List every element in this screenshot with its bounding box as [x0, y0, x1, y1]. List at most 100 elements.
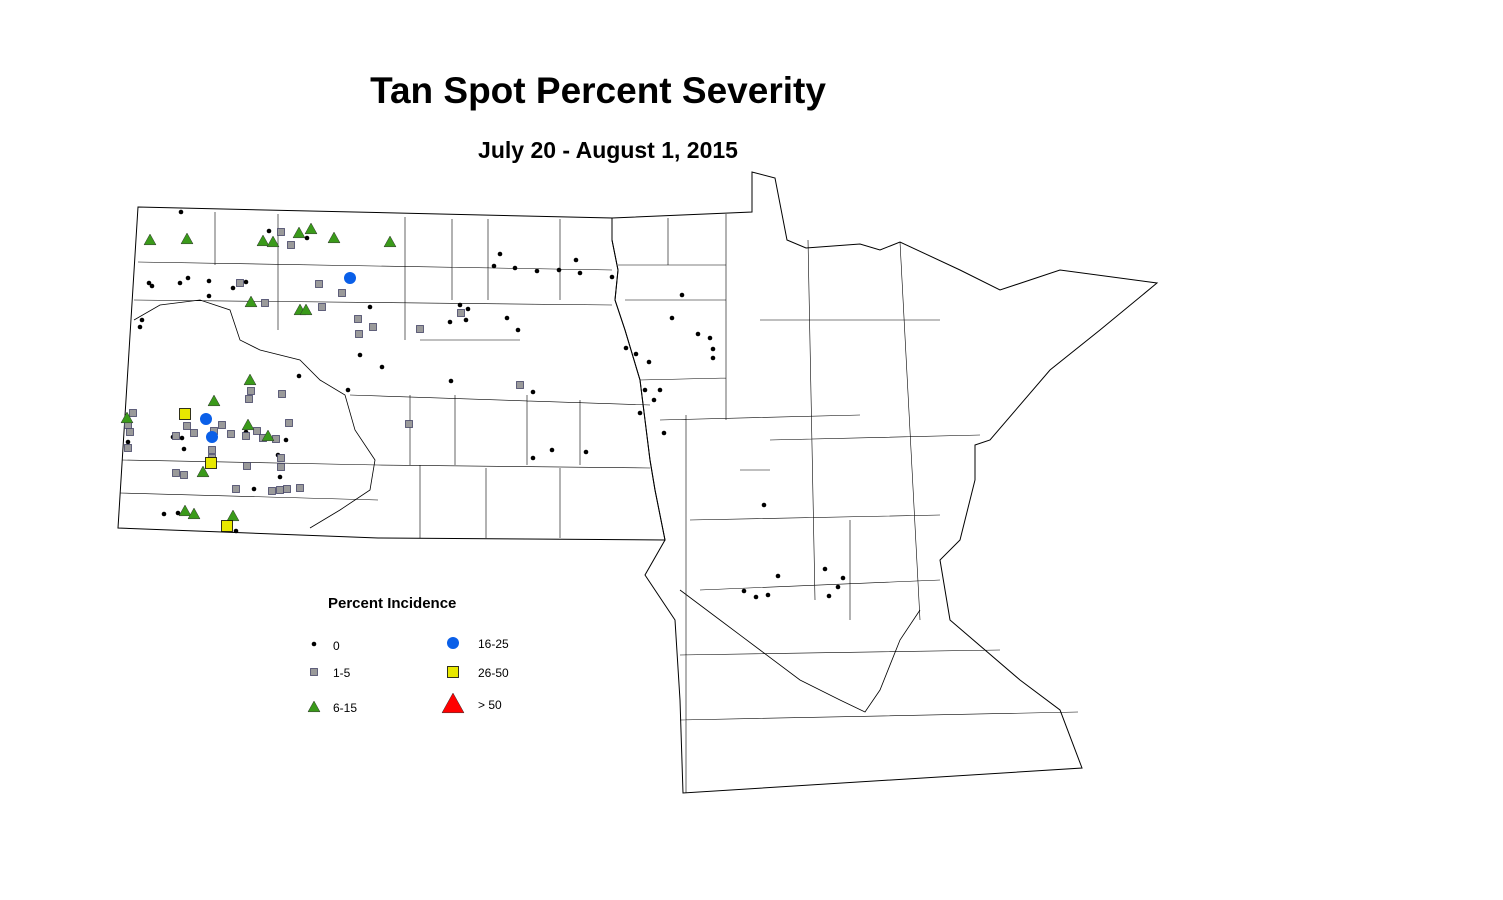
point-1-5	[283, 485, 291, 493]
point-0	[710, 346, 716, 352]
point-1-5	[315, 280, 323, 288]
point-0	[447, 319, 453, 325]
point-6-15	[304, 222, 318, 235]
point-1-5	[277, 228, 285, 236]
point-1-5	[278, 390, 286, 398]
point-6-15	[226, 509, 240, 522]
point-6-15	[307, 700, 321, 713]
point-1-5	[242, 432, 250, 440]
point-0	[504, 315, 510, 321]
point-0	[178, 209, 184, 215]
point-0	[137, 324, 143, 330]
legend-label-0: 0	[333, 639, 340, 653]
point-0	[175, 510, 181, 516]
point-1-5	[245, 395, 253, 403]
legend-symbols	[307, 637, 465, 714]
point-6-15	[299, 303, 313, 316]
point-0	[491, 263, 497, 269]
point-1-5	[126, 428, 134, 436]
map-subtitle: July 20 - August 1, 2015	[478, 137, 738, 163]
river-minnesota	[679, 589, 921, 713]
point-0	[304, 235, 310, 241]
river-missouri	[133, 299, 376, 529]
state-outline-north-dakota	[117, 206, 666, 541]
point-0	[311, 641, 317, 647]
point-1-5	[338, 289, 346, 297]
point-6-15	[383, 235, 397, 248]
point-1-5	[129, 409, 137, 417]
point-1-5	[516, 381, 524, 389]
point-0	[497, 251, 503, 257]
point-0	[775, 573, 781, 579]
point-6-15	[180, 232, 194, 245]
point-0	[530, 455, 536, 461]
point-1-5	[416, 325, 424, 333]
point-0	[448, 378, 454, 384]
point-1-5	[287, 241, 295, 249]
point-16-25	[344, 272, 356, 284]
point-0	[549, 447, 555, 453]
point-0	[840, 575, 846, 581]
point-0	[179, 435, 185, 441]
point-16-25	[447, 637, 459, 649]
point-0	[556, 267, 562, 273]
point-1-5	[232, 485, 240, 493]
point-1-5	[218, 421, 226, 429]
point-6-15	[244, 295, 258, 308]
point-0	[139, 317, 145, 323]
point-0	[515, 327, 521, 333]
point-0	[530, 389, 536, 395]
point-0	[637, 410, 643, 416]
point-1-5	[253, 427, 261, 435]
point-0	[822, 566, 828, 572]
point-1-5	[277, 454, 285, 462]
point-1-5	[296, 484, 304, 492]
point-0	[296, 373, 302, 379]
point-1-5	[355, 330, 363, 338]
point-0	[741, 588, 747, 594]
point-6-15	[143, 233, 157, 246]
point-0	[357, 352, 363, 358]
legend-label-gt-50: > 50	[478, 698, 502, 712]
point-1-5	[124, 444, 132, 452]
point-0	[826, 593, 832, 599]
point-0	[577, 270, 583, 276]
point-1-5	[318, 303, 326, 311]
point-6-15	[241, 418, 255, 431]
point-1-5	[227, 430, 235, 438]
point-0	[277, 474, 283, 480]
point-1-5	[354, 315, 362, 323]
point-6-15	[207, 394, 221, 407]
point-0	[251, 486, 257, 492]
point-6-15	[327, 231, 341, 244]
point-1-5	[268, 487, 276, 495]
legend-label-1-5: 1-5	[333, 666, 351, 680]
point-6-15	[178, 504, 192, 517]
point-0	[185, 275, 191, 281]
point-26-50	[179, 408, 191, 420]
point-0	[583, 449, 589, 455]
point-0	[646, 359, 652, 365]
point-1-5	[247, 387, 255, 395]
point-0	[623, 345, 629, 351]
point-0	[206, 293, 212, 299]
point-0	[753, 594, 759, 600]
point-6-15	[187, 507, 201, 520]
map-title: Tan Spot Percent Severity	[370, 70, 826, 111]
point-6-15	[196, 465, 210, 478]
point-1-5	[457, 309, 465, 317]
point-0	[512, 265, 518, 271]
point-26-50	[221, 520, 233, 532]
point-0	[657, 387, 663, 393]
point-0	[161, 511, 167, 517]
county-lines	[119, 212, 1079, 793]
point-1-5	[310, 668, 318, 676]
legend-title: Percent Incidence	[328, 595, 457, 612]
point-0	[573, 257, 579, 263]
observation-points	[120, 209, 846, 600]
point-0	[266, 228, 272, 234]
point-1-5	[190, 429, 198, 437]
point-26-50	[447, 666, 459, 678]
point-0	[233, 528, 239, 534]
